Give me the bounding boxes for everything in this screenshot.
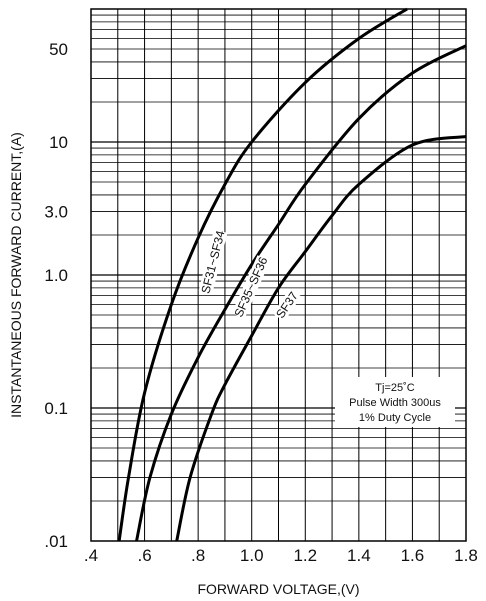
series-line-1	[117, 7, 408, 542]
y-axis-label: INSTANTANEOUS FORWARD CURRENT,(A)	[8, 132, 24, 418]
x-tick-labels: .4 .6 .8 1.0 1.2 1.4 1.6 1.8	[84, 546, 478, 565]
y-tick-label: 1.0	[44, 266, 68, 285]
note-line: Pulse Width 300us	[349, 397, 441, 409]
curve-label-bg	[198, 229, 228, 295]
note-line: 1% Duty Cycle	[359, 412, 431, 424]
y-tick-labels: .01 0.1 1.0 3.0 10 50	[44, 40, 68, 551]
x-tick-label: .8	[191, 546, 205, 565]
curve-label: SF31~SF34	[198, 229, 227, 295]
note-line: Tj=25˚C	[375, 382, 414, 394]
x-tick-label: .4	[84, 546, 98, 565]
x-tick-label: 1.4	[347, 546, 371, 565]
x-tick-label: 1.0	[240, 546, 264, 565]
y-tick-label: 10	[49, 133, 68, 152]
series-line-3	[175, 135, 467, 542]
y-tick-label: 50	[49, 40, 68, 59]
x-tick-label: 1.6	[401, 546, 425, 565]
conditions-note: Tj=25˚C Pulse Width 300us 1% Duty Cycle	[335, 377, 455, 427]
grid	[91, 9, 466, 541]
x-tick-label: 1.8	[454, 546, 478, 565]
curve-label-bg	[231, 255, 271, 319]
y-tick-label: .01	[44, 532, 68, 551]
y-tick-label: 3.0	[44, 203, 68, 222]
plot-frame	[90, 8, 467, 542]
x-axis-label: FORWARD VOLTAGE,(V)	[197, 581, 359, 597]
x-tick-label: 1.2	[293, 546, 317, 565]
curves	[117, 7, 467, 542]
x-tick-label: .6	[137, 546, 151, 565]
y-tick-label: 0.1	[44, 399, 68, 418]
series-line-2	[135, 44, 467, 542]
note-background	[335, 377, 455, 427]
curve-label-bg	[272, 288, 302, 322]
